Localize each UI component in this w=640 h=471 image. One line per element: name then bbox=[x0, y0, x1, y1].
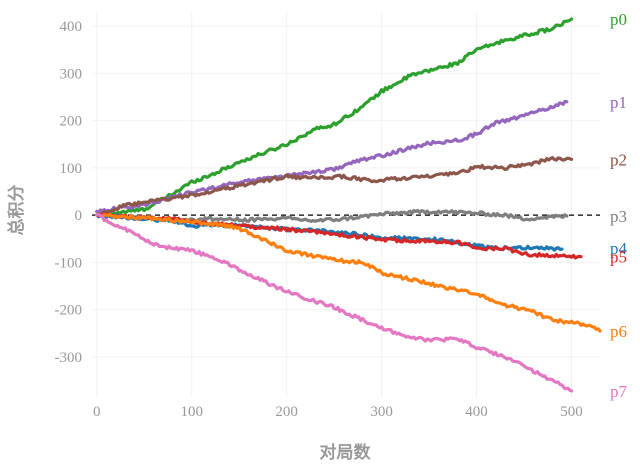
y-tick-label: 0 bbox=[75, 208, 83, 224]
x-tick-label: 300 bbox=[370, 404, 393, 420]
y-tick-label: 400 bbox=[60, 19, 83, 35]
series-line-p2 bbox=[95, 156, 574, 217]
tick-labels: 400 300 200 100 0 -100 -200 -300 0 100 200 300 400 50… bbox=[55, 19, 583, 420]
series-label-p7: p7 bbox=[610, 382, 628, 401]
y-tick-label: 300 bbox=[60, 66, 83, 82]
x-tick-label: 100 bbox=[180, 404, 203, 420]
series-label-p1: p1 bbox=[610, 93, 627, 112]
x-axis-title: 对局数 bbox=[320, 442, 372, 463]
y-tick-label: -100 bbox=[55, 255, 83, 271]
series-label-p2: p2 bbox=[610, 150, 627, 169]
y-tick-label: -200 bbox=[55, 303, 83, 319]
series-label-p0: p0 bbox=[610, 10, 627, 29]
series-lines bbox=[95, 17, 602, 393]
x-tick-label: 0 bbox=[93, 404, 101, 420]
x-tick-label: 500 bbox=[560, 404, 583, 420]
series-line-p6 bbox=[95, 212, 602, 333]
y-tick-label: -300 bbox=[55, 350, 83, 366]
series-label-p5: p5 bbox=[610, 248, 627, 267]
y-tick-label: 100 bbox=[60, 161, 83, 177]
series-line-p0 bbox=[95, 17, 574, 218]
series-label-p4: p4 bbox=[610, 239, 628, 258]
series-label-p6: p6 bbox=[610, 322, 627, 341]
grid-lines bbox=[92, 12, 600, 397]
series-label-p3: p3 bbox=[610, 207, 627, 226]
series-line-p7 bbox=[95, 213, 574, 393]
x-tick-label: 400 bbox=[465, 404, 488, 420]
x-tick-label: 200 bbox=[275, 404, 298, 420]
y-axis-title: 总积分 bbox=[6, 185, 27, 236]
y-tick-label: 200 bbox=[60, 114, 83, 130]
